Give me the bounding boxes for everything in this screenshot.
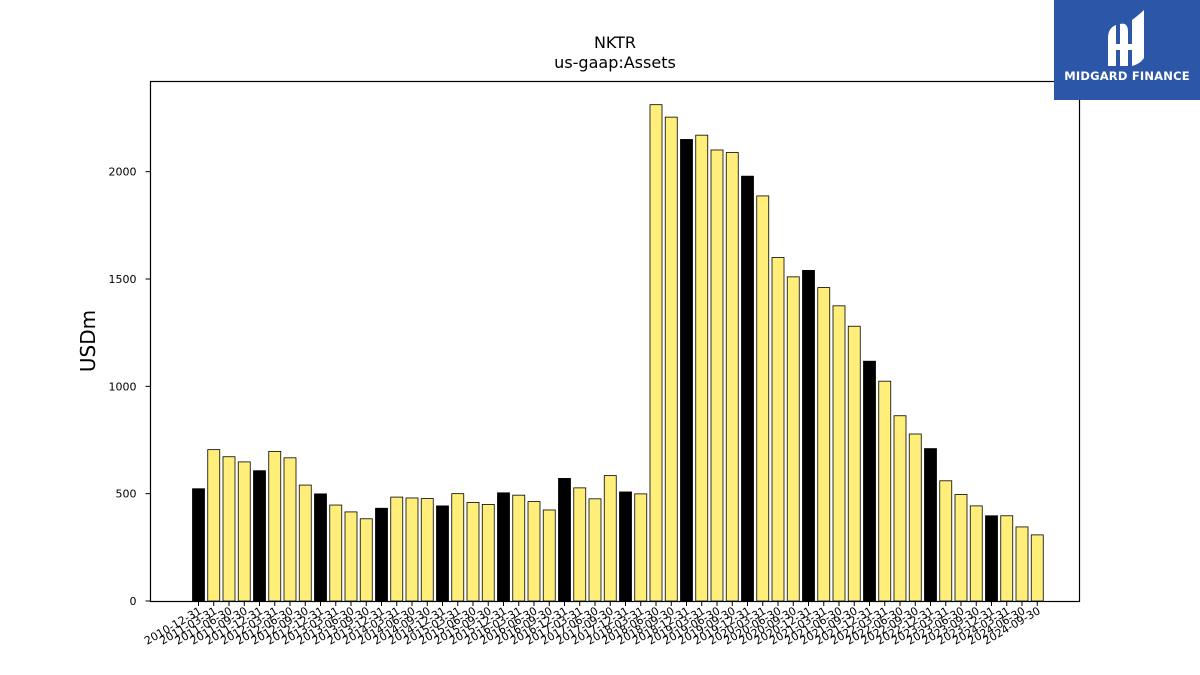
bar-2019-12-31	[741, 175, 754, 602]
bar-2013-12-31	[375, 507, 388, 602]
bar-2011-03-31	[207, 449, 221, 602]
bar-2013-09-30	[359, 518, 373, 602]
bar-2016-12-31	[558, 478, 571, 602]
bar-2011-12-31	[253, 470, 266, 602]
bar-2020-06-30	[771, 257, 785, 602]
bar-2019-03-31	[695, 134, 709, 602]
bar-2022-06-30	[893, 415, 907, 602]
bar-2012-03-31	[268, 450, 282, 602]
bar-2021-12-31	[863, 360, 876, 602]
bar-2017-06-30	[588, 498, 602, 602]
bar-2023-09-30	[969, 505, 983, 602]
bar-2018-06-30	[649, 104, 663, 602]
bar-2021-06-30	[832, 305, 846, 602]
bar-2015-06-30	[466, 502, 480, 602]
y-tick-label: 1000	[109, 380, 137, 393]
bar-2023-03-31	[939, 480, 953, 602]
bar-2010-12-31	[192, 488, 205, 602]
bar-2017-03-31	[573, 487, 587, 602]
bar-2024-09-30	[1030, 534, 1044, 602]
bar-2014-09-30	[420, 498, 434, 602]
bar-2020-12-31	[802, 270, 815, 602]
y-tick-label: 0	[130, 595, 137, 608]
bar-2017-09-30	[603, 475, 617, 602]
bar-2015-03-31	[451, 493, 465, 602]
bar-2019-06-30	[710, 149, 724, 602]
bar-2014-03-31	[390, 496, 404, 602]
midgard-finance-logo: MIDGARD FINANCE	[1054, 0, 1200, 100]
y-tick-label: 2000	[109, 166, 137, 179]
bar-2021-09-30	[847, 325, 861, 602]
bar-2020-09-30	[786, 276, 800, 602]
bar-2016-06-30	[527, 501, 541, 602]
bar-2013-03-31	[329, 504, 343, 602]
bar-2024-06-30	[1015, 526, 1029, 602]
plot-frame	[149, 80, 1081, 603]
y-axis-label: USDm	[76, 310, 100, 372]
bar-2020-03-31	[756, 195, 770, 602]
y-axis-ticks: 0 500 1000 1500 2000	[109, 166, 151, 608]
bar-2016-03-31	[512, 494, 526, 602]
brand-name: MIDGARD FINANCE	[1064, 69, 1190, 83]
bar-2014-12-31	[436, 505, 449, 602]
bar-2023-06-30	[954, 494, 968, 602]
chart-subtitle: us-gaap:Assets	[554, 53, 676, 72]
bar-2021-03-31	[817, 287, 831, 602]
bar-2012-12-31	[314, 493, 327, 602]
bar-2016-09-30	[542, 509, 556, 602]
y-tick-label: 1500	[109, 273, 137, 286]
chart-title: NKTR	[594, 33, 636, 52]
bar-2015-12-31	[497, 492, 510, 602]
bar-2011-06-30	[222, 456, 236, 602]
bar-2013-06-30	[344, 511, 358, 602]
bar-2014-06-30	[405, 497, 419, 602]
bar-2015-09-30	[481, 503, 495, 602]
bar-2018-12-31	[680, 139, 693, 602]
bar-2024-03-31	[1000, 515, 1014, 602]
bar-2012-09-30	[298, 484, 312, 602]
bar-2022-03-31	[878, 380, 892, 602]
y-tick-label: 500	[116, 488, 137, 501]
bar-2018-09-30	[664, 116, 678, 602]
x-axis-ticks: 2010-12-312011-03-312011-06-302011-09-30…	[142, 601, 1043, 648]
bar-2011-09-30	[237, 461, 251, 602]
midgard-logo-icon	[1108, 10, 1144, 66]
bar-2018-03-31	[634, 493, 648, 602]
bar-2022-09-30	[908, 433, 922, 602]
bar-2023-12-31	[985, 515, 998, 602]
bar-2017-12-31	[619, 491, 632, 602]
bar-2012-06-30	[283, 457, 297, 602]
bar-2022-12-31	[924, 448, 937, 602]
bar-series	[192, 104, 1044, 602]
bar-2019-09-30	[725, 152, 739, 602]
